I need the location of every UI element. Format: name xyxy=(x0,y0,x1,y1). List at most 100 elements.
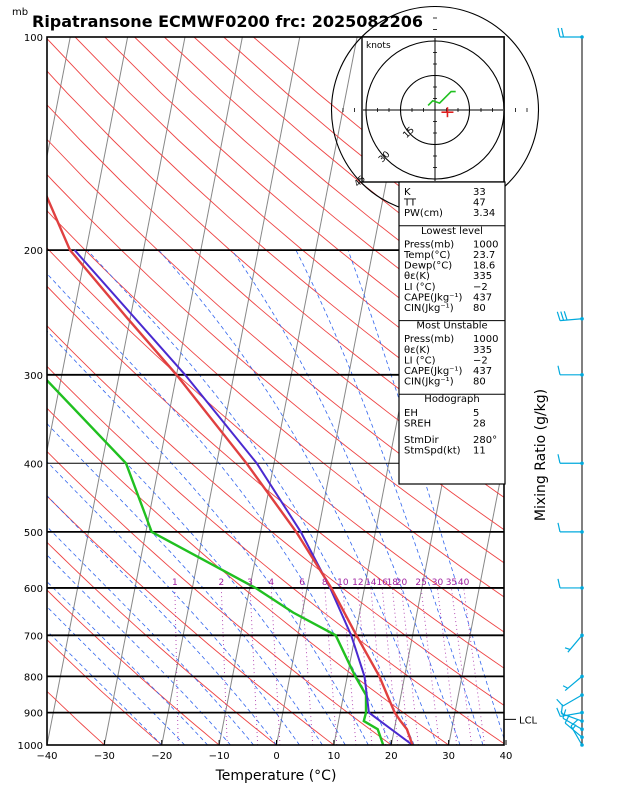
isotherm-line xyxy=(506,37,618,745)
dry-adiabat xyxy=(47,325,504,706)
moist-adiabat xyxy=(47,330,369,745)
dry-adiabat xyxy=(47,104,504,498)
x-tick-label: 0 xyxy=(273,751,279,762)
indices-rows: K 33 TT 47 PW(cm) 3.34 Lowest level Press(mb) 10… xyxy=(399,187,505,457)
indices-frame xyxy=(398,181,506,485)
isobar-lines xyxy=(47,249,504,714)
index-value: 18.6 xyxy=(473,261,495,272)
index-value: 47 xyxy=(473,198,486,209)
barb-base xyxy=(580,735,584,740)
x-axis-label: Temperature (°C) xyxy=(215,768,337,784)
wind-barb xyxy=(556,707,584,718)
mixing-ratio-line xyxy=(437,587,458,745)
index-label: CAPE(Jkg⁻¹) xyxy=(404,366,462,377)
barb-feather xyxy=(557,27,561,38)
dewpoint-profile-line xyxy=(47,378,385,745)
pressure-tick-label: 800 xyxy=(24,672,43,683)
barb-feather xyxy=(557,454,561,464)
moist-adiabat xyxy=(47,495,277,745)
mixing-ratio-label: 10 xyxy=(337,578,349,588)
isotherm-line xyxy=(161,37,301,745)
index-label: Temp(°C) xyxy=(403,250,451,261)
moist-adiabat xyxy=(47,423,323,745)
dry-adiabat xyxy=(47,589,220,745)
hodograph-units: knots xyxy=(366,41,391,51)
barb-feather xyxy=(570,719,579,727)
index-value: 1000 xyxy=(473,239,498,250)
mixing-ratio-label: 3 xyxy=(247,578,253,588)
moist-adiabat xyxy=(47,581,208,745)
mixing-ratio-label: 30 xyxy=(432,578,444,588)
indices-section-title: Hodograph xyxy=(424,394,479,405)
index-value: 335 xyxy=(473,271,492,282)
x-tick-label: 20 xyxy=(385,751,398,762)
mixing-ratio-lines xyxy=(174,587,486,745)
index-value: 1000 xyxy=(473,334,498,345)
index-label: CIN(Jkg⁻¹) xyxy=(404,303,454,314)
mixing-ratio-line xyxy=(450,587,473,745)
moist-adiabat xyxy=(47,606,185,745)
barb-base xyxy=(580,633,584,638)
dry-adiabat xyxy=(47,138,504,531)
index-label: StmDir xyxy=(404,435,439,446)
pressure-tick-label: 500 xyxy=(24,528,43,539)
barb-feather xyxy=(557,365,561,375)
dry-adiabat xyxy=(47,173,504,564)
isotherm-line xyxy=(47,37,129,454)
index-value: 5 xyxy=(473,408,479,419)
mixing-ratio-line xyxy=(174,587,179,745)
dry-adiabat xyxy=(74,37,504,406)
index-label: Dewp(°C) xyxy=(404,261,452,272)
barb-base xyxy=(580,586,584,590)
barb-base xyxy=(580,35,584,39)
index-label: TT xyxy=(403,198,417,209)
pressure-tick-label: 900 xyxy=(24,709,43,720)
dry-adiabat xyxy=(47,541,277,745)
temperature-profile-line xyxy=(47,194,414,745)
mixing-ratio-label: 16 xyxy=(376,578,388,588)
pressure-tick-labels: 1000 900 800 700 600 500 400 300 200 100 xyxy=(18,33,43,752)
barb-staff xyxy=(562,694,583,707)
index-value: 80 xyxy=(473,303,486,314)
barb-feather xyxy=(560,311,565,321)
barb-feather xyxy=(556,707,561,717)
index-label: EH xyxy=(404,408,418,419)
mixing-ratio-label: 35 xyxy=(446,578,457,588)
background-lines xyxy=(47,37,618,745)
index-label: StmSpd(kt) xyxy=(404,446,461,457)
hodograph-trace xyxy=(427,90,456,106)
barb-staff xyxy=(564,722,583,738)
pressure-tick-label: 1000 xyxy=(18,741,43,752)
index-value: 28 xyxy=(473,418,486,429)
index-label: LI (°C) xyxy=(404,282,436,293)
dry-adiabat xyxy=(47,495,335,745)
barb-feather xyxy=(562,685,569,689)
index-label: CIN(Jkg⁻¹) xyxy=(404,377,454,388)
dry-adiabat xyxy=(47,690,105,745)
barb-staff xyxy=(562,717,583,730)
x-tick-label: −30 xyxy=(94,751,115,762)
barb-base xyxy=(580,743,584,747)
pressure-unit-label: mb xyxy=(12,7,28,18)
index-value: 80 xyxy=(473,377,486,388)
wind-barb xyxy=(556,693,584,707)
y-axis-label: Mixing Ratio (g/kg) xyxy=(533,389,549,521)
index-value: 437 xyxy=(473,366,492,377)
dry-adiabat-lines xyxy=(47,37,504,745)
barb-base xyxy=(580,710,584,715)
dry-adiabat xyxy=(47,38,504,436)
index-value: 335 xyxy=(473,345,492,356)
index-value: −2 xyxy=(473,355,488,366)
x-tick-label: −20 xyxy=(151,751,172,762)
mixing-ratio-label: 4 xyxy=(268,578,274,588)
dry-adiabat xyxy=(47,285,504,669)
mixing-ratio-line xyxy=(463,587,486,745)
mixing-ratio-label: 8 xyxy=(322,578,328,588)
index-label: SREH xyxy=(404,418,431,429)
barb-staff xyxy=(561,712,583,722)
wind-barb xyxy=(562,709,584,732)
dry-adiabat xyxy=(47,247,504,633)
